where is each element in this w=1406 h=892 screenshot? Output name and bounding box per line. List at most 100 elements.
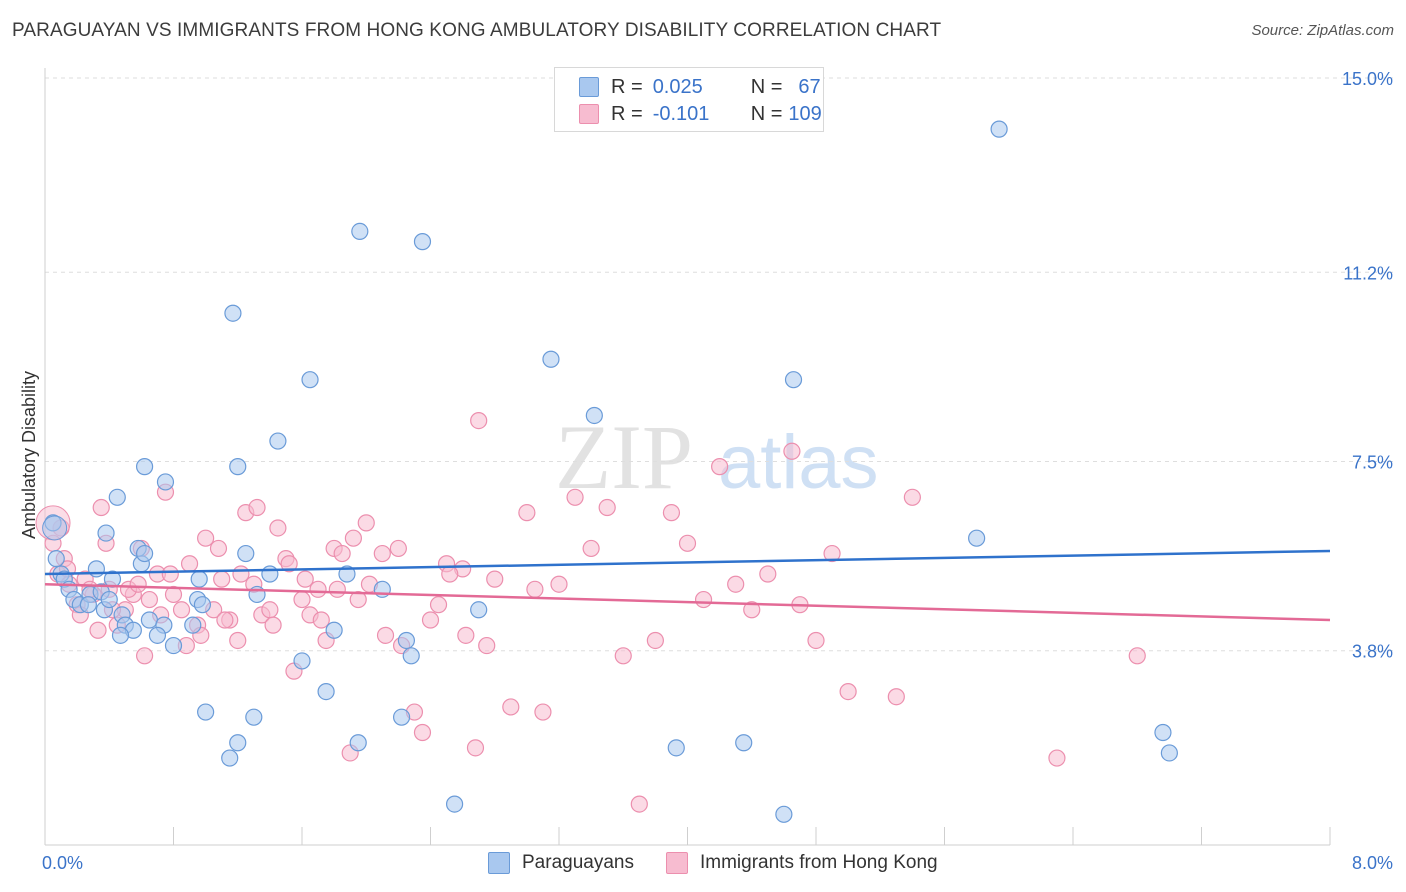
hong-kong-point [135,647,154,665]
paraguayan-point [245,708,263,726]
hong-kong-point [457,626,475,644]
y-tick-label: 3.8% [1352,642,1393,662]
paraguayan-point [224,304,242,322]
paraguayan-point [261,565,279,583]
n-label: N = [750,102,783,125]
paraguayan-point [108,488,126,506]
x-tick-label-max: 8.0% [1352,853,1393,873]
hong-kong-point [678,534,697,552]
paraguayan-point [135,544,154,563]
hong-kong-point [197,529,215,547]
paraguayan-point [190,570,208,588]
paraguayan-point [135,458,154,476]
paraguayan-point [667,739,685,757]
hong-kong-point [349,590,367,609]
paraguayan-point [317,682,335,701]
hong-kong-point [1128,647,1146,665]
x-tick-label-min: 0.0% [42,853,83,873]
hong-kong-point [727,575,745,593]
paraguayan-point [784,371,803,389]
hong-kong-point [172,601,191,619]
paraguayans-trend-line [44,549,1331,576]
hong-kong-point [421,611,440,629]
paraguayan-point [470,601,488,619]
hong-kong-point [534,703,552,721]
hong-kong-point [92,498,110,517]
hong-kong-point [261,601,279,619]
hong-kong-point [357,514,375,532]
paraguayan-point [100,590,118,609]
blue-swatch [579,77,599,97]
paraguayan-point [164,636,183,655]
hong-kong-point [89,621,107,639]
paraguayan-point [87,560,106,578]
hong-kong-point [232,565,250,583]
paraguayan-point [237,544,255,563]
stats-legend: R = 0.025 N = 67 R = -0.101 N = 109 [554,67,824,132]
paraguayan-point [542,350,560,368]
paraguayan-point [338,565,356,583]
hong-kong-point [743,601,761,619]
hong-kong-point [180,555,199,573]
legend-item-hong-kong[interactable]: Immigrants from Hong Kong [666,852,938,874]
hong-kong-point [441,565,459,583]
chart-title: PARAGUAYAN VS IMMIGRANTS FROM HONG KONG … [12,20,942,41]
paraguayan-point [42,515,68,541]
hong-kong-point [164,585,183,604]
hong-kong-point [269,519,287,537]
hong-kong-point [1048,749,1066,767]
paraguayan-point [735,734,753,752]
hong-kong-point [140,590,159,609]
paraguayan-point [1154,723,1172,742]
n-value: 67 [798,75,821,98]
hong-kong-point [280,555,298,573]
r-value: 0.025 [652,75,703,98]
paraguayan-point [1160,744,1178,762]
hong-kong-point [566,488,584,506]
pink-swatch [666,852,688,874]
hong-kong-point [783,442,801,460]
hong-kong-point [759,565,777,583]
paraguayan-point [229,458,247,476]
paraguayan-point [990,120,1008,138]
paraguayan-point [229,734,247,752]
hong-kong-point [248,498,266,517]
paraguayan-point [301,371,319,389]
hong-kong-point [466,739,485,757]
paraguayan-point [47,550,65,568]
hong-kong-point [839,682,857,701]
stats-row-paraguayans: R = 0.025 N = 67 [579,74,821,100]
hong-kong-point [903,488,921,506]
paraguayan-point [148,626,167,644]
hong-kong-point [711,458,729,476]
legend-label: Immigrants from Hong Kong [700,852,938,873]
paraguayan-point [775,805,793,823]
hong-kong-point [376,626,395,644]
y-tick-label: 11.2% [1343,263,1393,283]
n-value: 109 [788,102,822,125]
paraguayan-point [184,616,202,634]
hong-kong-point [694,590,713,609]
hong-kong-point [328,580,346,598]
hong-kong-trend-line [44,582,1331,622]
r-value: -0.101 [652,102,710,125]
blue-swatch [488,852,510,874]
hong-kong-point [823,544,841,563]
paraguayan-point [79,596,97,614]
hong-kong-point [646,631,664,650]
hong-kong-point [344,529,362,547]
paraguayan-point [140,611,159,629]
hong-kong-point [478,636,496,655]
hong-kong-point [293,590,311,609]
legend-item-paraguayans[interactable]: Paraguayans [488,852,634,874]
paraguayan-point [397,631,416,650]
hong-kong-point [550,575,568,593]
hong-kong-point [470,411,488,430]
paraguayan-point [351,222,369,240]
hong-kong-point [807,631,825,650]
hong-kong-point [413,723,432,742]
hong-kong-point [614,647,632,665]
n-label: N = [750,75,783,98]
paraguayan-point [413,233,432,251]
hong-kong-point [598,498,616,517]
